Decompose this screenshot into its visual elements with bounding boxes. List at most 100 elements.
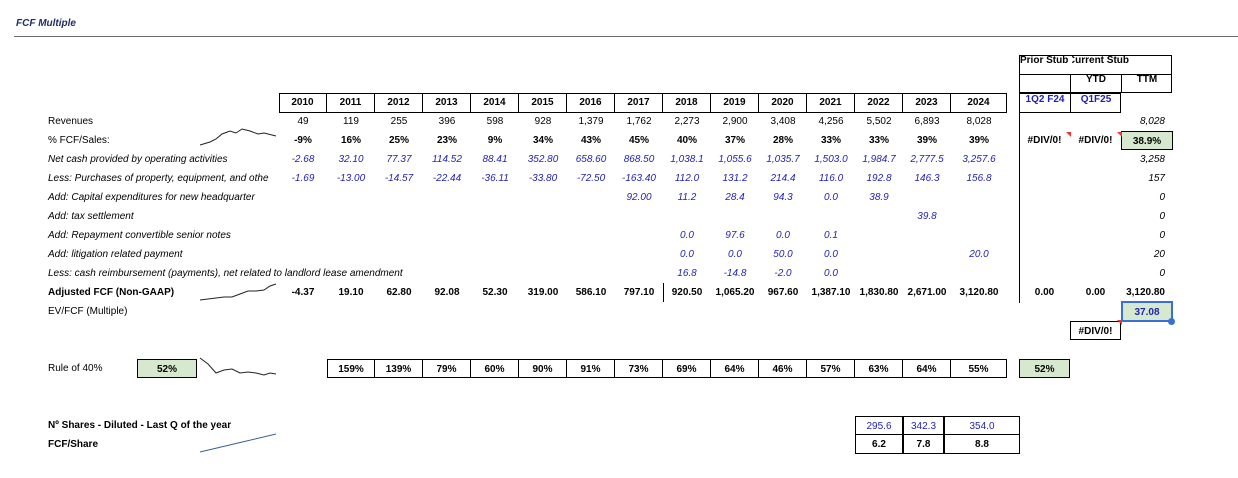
value-cell[interactable]: 920.50 (671, 287, 703, 298)
value-cell[interactable]: 40% (676, 135, 697, 146)
value-cell[interactable]: 192.8 (866, 173, 892, 184)
ttm-cell[interactable]: 0 (1159, 211, 1165, 222)
value-cell[interactable]: 38.9 (869, 192, 889, 203)
prior-stub-cell[interactable]: #DIV/0! (1027, 135, 1062, 146)
value-cell[interactable]: -1.69 (291, 173, 315, 184)
selected-cell[interactable] (1121, 301, 1173, 322)
value-cell[interactable]: 97.6 (725, 230, 745, 241)
value-cell[interactable]: 73% (615, 359, 663, 378)
year-header-2021[interactable]: 2021 (807, 93, 855, 113)
value-cell[interactable]: 342.3 (903, 416, 944, 435)
year-header-2015[interactable]: 2015 (519, 93, 567, 113)
value-cell[interactable]: 1,065.20 (715, 287, 755, 298)
value-cell[interactable]: 396 (438, 116, 456, 127)
value-cell[interactable]: -13.00 (336, 173, 366, 184)
value-cell[interactable]: -36.11 (481, 173, 509, 184)
value-cell[interactable]: -33.80 (528, 173, 558, 184)
value-cell[interactable]: 0.0 (824, 192, 838, 203)
row-label[interactable]: Less: Purchases of property, equipment, … (48, 173, 269, 184)
value-cell[interactable]: 7.8 (903, 435, 944, 454)
value-cell[interactable]: 255 (390, 116, 408, 127)
row-label[interactable]: EV/FCF (Multiple) (48, 306, 128, 317)
value-cell[interactable]: 156.8 (966, 173, 992, 184)
value-cell[interactable]: 8,028 (966, 116, 992, 127)
value-cell[interactable]: 0.0 (680, 249, 694, 260)
value-cell[interactable]: 91% (567, 359, 615, 378)
value-cell[interactable]: 1,038.1 (670, 154, 704, 165)
value-cell[interactable]: 1,762 (626, 116, 652, 127)
value-cell[interactable]: 8.8 (944, 435, 1020, 454)
row-label[interactable]: Less: cash reimbursement (payments), net… (48, 268, 403, 279)
value-cell[interactable]: 62.80 (386, 287, 412, 298)
value-cell[interactable]: 797.10 (623, 287, 655, 298)
value-cell[interactable]: 90% (519, 359, 567, 378)
row-label[interactable]: FCF/Share (48, 439, 99, 450)
row-label[interactable]: % FCF/Sales: (48, 135, 110, 146)
row-label[interactable]: Rule of 40% (48, 363, 103, 374)
row-label[interactable]: Add: Repayment convertible senior notes (48, 230, 231, 241)
ttm-cell[interactable]: 38.9% (1121, 131, 1173, 150)
value-cell[interactable]: -2.68 (291, 154, 315, 165)
row-label[interactable]: Revenues (48, 116, 94, 127)
value-cell[interactable]: 1,035.7 (766, 154, 800, 165)
value-cell[interactable]: 43% (580, 135, 601, 146)
value-cell[interactable]: 1,387.10 (811, 287, 851, 298)
value-cell[interactable]: 114.52 (432, 154, 462, 165)
value-cell[interactable]: 2,777.5 (910, 154, 944, 165)
year-header-2010[interactable]: 2010 (279, 93, 327, 113)
value-cell[interactable]: 868.50 (623, 154, 655, 165)
year-header-2020[interactable]: 2020 (759, 93, 807, 113)
value-cell[interactable]: 6.2 (855, 435, 903, 454)
value-cell[interactable]: 16% (340, 135, 361, 146)
fill-handle[interactable] (1168, 318, 1175, 325)
value-cell[interactable]: 32.10 (338, 154, 364, 165)
row-label[interactable]: Net cash provided by operating activitie… (48, 154, 228, 165)
value-cell[interactable]: 60% (471, 359, 519, 378)
value-cell[interactable]: 9% (487, 135, 503, 146)
value-cell[interactable]: 2,900 (722, 116, 748, 127)
prior-stub-cell[interactable]: 0.00 (1034, 287, 1055, 298)
value-cell[interactable]: 37% (724, 135, 745, 146)
value-cell[interactable]: 1,830.80 (859, 287, 899, 298)
row-label[interactable]: Adjusted FCF (Non-GAAP) (48, 287, 175, 298)
value-cell[interactable]: 1,379 (578, 116, 604, 127)
value-cell[interactable]: 92.08 (434, 287, 460, 298)
rule40-summary[interactable]: 52% (137, 359, 197, 378)
value-cell[interactable]: 64% (711, 359, 759, 378)
ttm-cell[interactable]: 0 (1159, 230, 1165, 241)
value-cell[interactable]: -72.50 (576, 173, 606, 184)
value-cell[interactable]: -9% (294, 135, 312, 146)
value-cell[interactable]: 0.0 (824, 268, 838, 279)
value-cell[interactable]: 214.4 (770, 173, 796, 184)
value-cell[interactable]: -2.0 (774, 268, 792, 279)
value-cell[interactable]: 146.3 (914, 173, 940, 184)
value-cell[interactable]: 39.8 (917, 211, 937, 222)
row-label[interactable]: Add: litigation related payment (48, 249, 183, 260)
ttm-cell[interactable]: 157 (1148, 173, 1165, 184)
value-cell[interactable]: 967.60 (767, 287, 799, 298)
value-cell[interactable]: 354.0 (944, 416, 1020, 435)
value-cell[interactable]: 0.0 (824, 249, 838, 260)
current-stub-error-cell[interactable]: #DIV/0! (1070, 321, 1121, 340)
value-cell[interactable]: 658.60 (575, 154, 607, 165)
value-cell[interactable]: 131.2 (722, 173, 748, 184)
row-label[interactable]: Add: tax settlement (48, 211, 134, 222)
value-cell[interactable]: 112.0 (674, 173, 700, 184)
value-cell[interactable]: 20.0 (969, 249, 989, 260)
year-header-2019[interactable]: 2019 (711, 93, 759, 113)
value-cell[interactable]: 46% (759, 359, 807, 378)
current-stub-cell[interactable]: #DIV/0! (1078, 135, 1113, 146)
value-cell[interactable]: 116.0 (818, 173, 844, 184)
ttm-cell[interactable]: 3,120.80 (1126, 287, 1165, 298)
value-cell[interactable]: 33% (820, 135, 841, 146)
value-cell[interactable]: 94.3 (773, 192, 793, 203)
year-header-2014[interactable]: 2014 (471, 93, 519, 113)
value-cell[interactable]: 1,055.6 (718, 154, 752, 165)
year-header-2023[interactable]: 2023 (903, 93, 951, 113)
value-cell[interactable]: -22.44 (432, 173, 462, 184)
value-cell[interactable]: 39% (968, 135, 989, 146)
value-cell[interactable]: 28% (772, 135, 793, 146)
value-cell[interactable]: 79% (423, 359, 471, 378)
value-cell[interactable]: 11.2 (677, 192, 697, 203)
value-cell[interactable]: 25% (388, 135, 409, 146)
